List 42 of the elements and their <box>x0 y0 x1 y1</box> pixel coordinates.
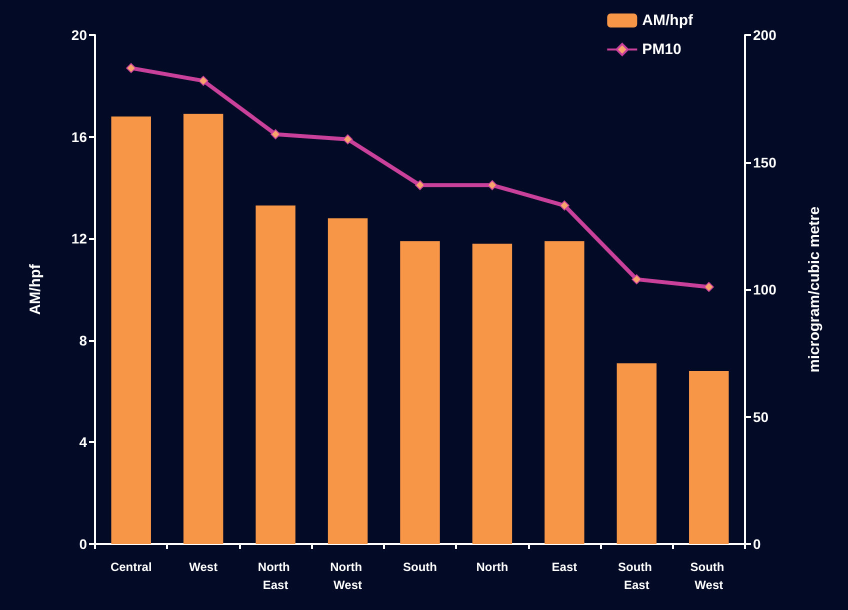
point <box>487 180 498 190</box>
bar <box>689 370 729 544</box>
y-axis-title: AM/hpf <box>27 263 44 315</box>
point <box>342 134 353 144</box>
y2-tick-label: 150 <box>753 154 777 170</box>
y-tick-label: 0 <box>79 536 88 552</box>
point <box>198 76 208 86</box>
bar <box>472 244 512 544</box>
bar <box>111 116 151 544</box>
y2-tick-label: 50 <box>753 408 769 425</box>
x-tick-label: South East <box>618 560 656 592</box>
x-tick-label: North East <box>258 560 294 592</box>
bar <box>400 241 440 544</box>
y-tick-label: 16 <box>71 128 88 145</box>
point <box>270 129 281 140</box>
y-tick-label: 12 <box>71 230 88 247</box>
y2-tick-label: 200 <box>753 27 777 43</box>
x-tick-label: South West <box>690 560 728 592</box>
x-tick-label: North <box>476 560 508 574</box>
y-tick-label: 4 <box>79 434 88 450</box>
bar <box>328 218 368 544</box>
y2-tick-label: 100 <box>753 282 777 298</box>
x-tick-label: North West <box>330 560 366 592</box>
x-tick-label: Central <box>110 560 152 574</box>
y-tick-label: 20 <box>71 27 88 43</box>
point <box>126 63 136 74</box>
x-tick-label: East <box>552 560 578 574</box>
x-tick-label: West <box>189 560 218 574</box>
point <box>415 180 425 190</box>
bar <box>183 114 224 544</box>
x-tick-label: South <box>403 560 437 574</box>
y2-tick-label: 0 <box>753 536 761 552</box>
point <box>632 274 642 284</box>
bar <box>544 241 584 544</box>
y-tick-label: 8 <box>79 332 88 348</box>
point <box>559 200 570 211</box>
legend-label: AM/hpf <box>642 12 694 29</box>
y2-axis-title: microgram/cubic metre <box>806 206 823 372</box>
bar <box>256 206 296 544</box>
bar <box>616 363 657 544</box>
point <box>704 282 714 292</box>
legend-label: PM10 <box>642 41 682 58</box>
